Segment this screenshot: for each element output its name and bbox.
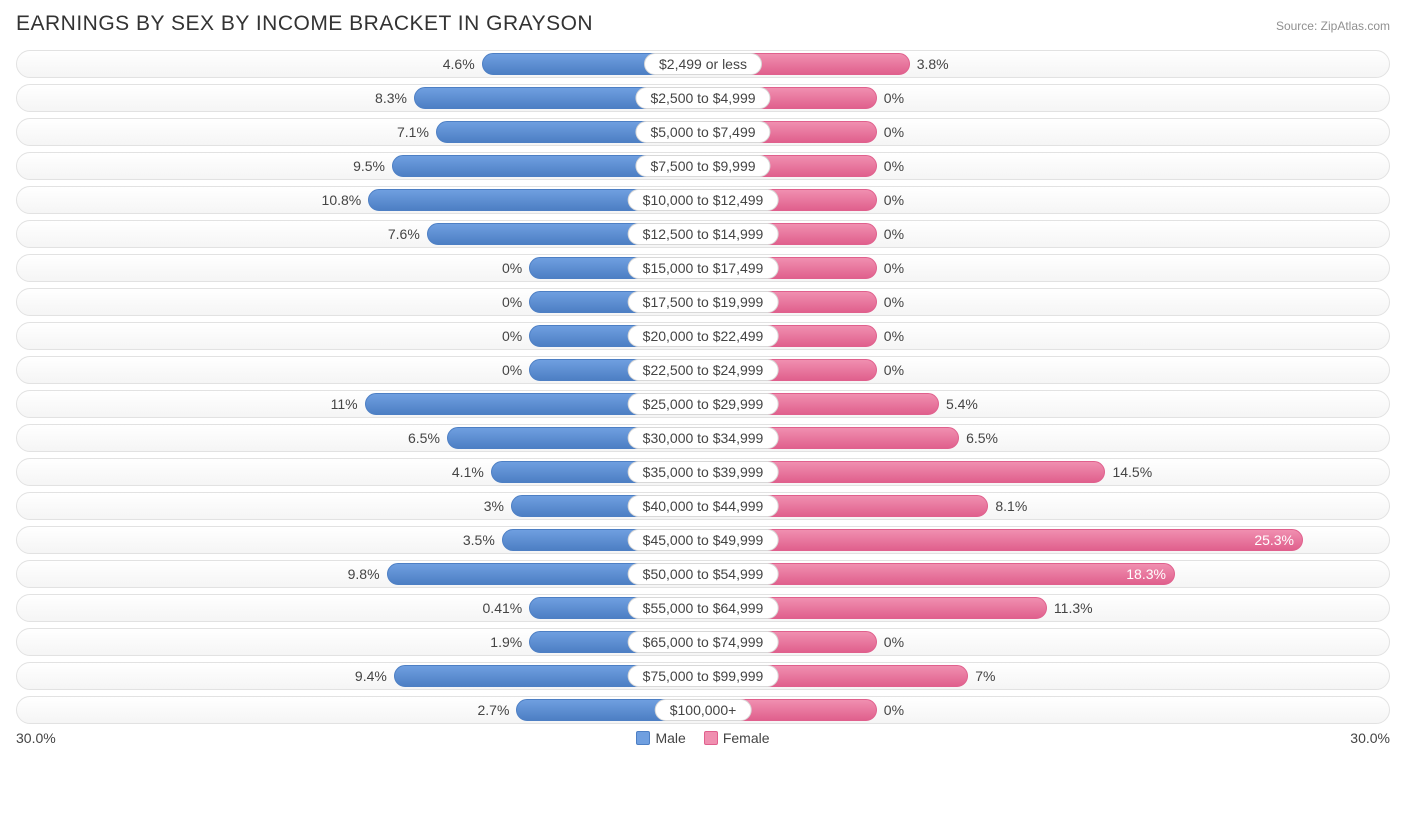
chart-title: EARNINGS BY SEX BY INCOME BRACKET IN GRA… [16, 12, 593, 36]
chart-row: 2.7% 0% $100,000+ [16, 696, 1390, 724]
category-label: $75,000 to $99,999 [628, 665, 779, 687]
category-label: $20,000 to $22,499 [628, 325, 779, 347]
category-label: $10,000 to $12,499 [628, 189, 779, 211]
legend-item-female: Female [704, 730, 770, 746]
chart-row: 1.9% 0% $65,000 to $74,999 [16, 628, 1390, 656]
female-value-label: 5.4% [938, 396, 978, 412]
female-value-label: 0% [876, 362, 904, 378]
male-value-label: 0.41% [483, 600, 531, 616]
female-value-label: 0% [876, 90, 904, 106]
female-value-label: 14.5% [1104, 464, 1152, 480]
category-label: $22,500 to $24,999 [628, 359, 779, 381]
female-value-label: 0% [876, 158, 904, 174]
male-value-label: 9.5% [353, 158, 393, 174]
male-value-label: 3.5% [463, 532, 503, 548]
chart-row: 3.5% 25.3% $45,000 to $49,999 [16, 526, 1390, 554]
female-value-label: 6.5% [958, 430, 998, 446]
male-value-label: 0% [502, 260, 530, 276]
female-bar: 25.3% [703, 529, 1303, 551]
chart-row: 9.4% 7% $75,000 to $99,999 [16, 662, 1390, 690]
chart-row: 8.3% 0% $2,500 to $4,999 [16, 84, 1390, 112]
chart-footer: 30.0% Male Female 30.0% [16, 730, 1390, 746]
female-value-label: 0% [876, 634, 904, 650]
category-label: $12,500 to $14,999 [628, 223, 779, 245]
female-value-label: 0% [876, 294, 904, 310]
female-value-label: 0% [876, 260, 904, 276]
female-value-label: 25.3% [1254, 532, 1294, 548]
chart-row: 7.1% 0% $5,000 to $7,499 [16, 118, 1390, 146]
legend-item-male: Male [636, 730, 685, 746]
female-value-label: 3.8% [909, 56, 949, 72]
male-value-label: 3% [484, 498, 512, 514]
category-label: $17,500 to $19,999 [628, 291, 779, 313]
category-label: $50,000 to $54,999 [628, 563, 779, 585]
chart-row: 6.5% 6.5% $30,000 to $34,999 [16, 424, 1390, 452]
female-value-label: 11.3% [1046, 600, 1093, 616]
chart-row: 11% 5.4% $25,000 to $29,999 [16, 390, 1390, 418]
category-label: $55,000 to $64,999 [628, 597, 779, 619]
female-swatch-icon [704, 731, 718, 745]
chart-row: 3% 8.1% $40,000 to $44,999 [16, 492, 1390, 520]
male-swatch-icon [636, 731, 650, 745]
chart-row: 0% 0% $22,500 to $24,999 [16, 356, 1390, 384]
male-value-label: 9.8% [348, 566, 388, 582]
category-label: $65,000 to $74,999 [628, 631, 779, 653]
chart-row: 10.8% 0% $10,000 to $12,499 [16, 186, 1390, 214]
male-value-label: 7.1% [397, 124, 437, 140]
category-label: $40,000 to $44,999 [628, 495, 779, 517]
category-label: $45,000 to $49,999 [628, 529, 779, 551]
male-value-label: 4.6% [443, 56, 483, 72]
male-value-label: 10.8% [322, 192, 370, 208]
chart-row: 0.41% 11.3% $55,000 to $64,999 [16, 594, 1390, 622]
chart-row: 0% 0% $20,000 to $22,499 [16, 322, 1390, 350]
category-label: $100,000+ [655, 699, 752, 721]
male-value-label: 0% [502, 328, 530, 344]
chart-header: EARNINGS BY SEX BY INCOME BRACKET IN GRA… [16, 12, 1390, 36]
category-label: $2,500 to $4,999 [635, 87, 770, 109]
male-value-label: 7.6% [388, 226, 428, 242]
category-label: $7,500 to $9,999 [635, 155, 770, 177]
chart-row: 9.5% 0% $7,500 to $9,999 [16, 152, 1390, 180]
legend-label-male: Male [655, 730, 685, 746]
axis-max-left: 30.0% [16, 730, 56, 746]
chart-row: 0% 0% $17,500 to $19,999 [16, 288, 1390, 316]
male-value-label: 1.9% [490, 634, 530, 650]
category-label: $2,499 or less [644, 53, 762, 75]
legend-label-female: Female [723, 730, 770, 746]
male-value-label: 6.5% [408, 430, 448, 446]
axis-max-right: 30.0% [1350, 730, 1390, 746]
chart-row: 9.8% 18.3% $50,000 to $54,999 [16, 560, 1390, 588]
female-value-label: 8.1% [987, 498, 1027, 514]
category-label: $25,000 to $29,999 [628, 393, 779, 415]
male-value-label: 8.3% [375, 90, 415, 106]
male-value-label: 4.1% [452, 464, 492, 480]
male-value-label: 9.4% [355, 668, 395, 684]
category-label: $35,000 to $39,999 [628, 461, 779, 483]
category-label: $30,000 to $34,999 [628, 427, 779, 449]
female-value-label: 18.3% [1126, 566, 1166, 582]
chart-row: 0% 0% $15,000 to $17,499 [16, 254, 1390, 282]
diverging-bar-chart: 4.6% 3.8% $2,499 or less 8.3% 0% $2,500 to $4… [16, 50, 1390, 724]
category-label: $5,000 to $7,499 [635, 121, 770, 143]
male-value-label: 11% [331, 396, 366, 412]
female-value-label: 0% [876, 328, 904, 344]
chart-row: 4.6% 3.8% $2,499 or less [16, 50, 1390, 78]
female-value-label: 0% [876, 124, 904, 140]
female-value-label: 0% [876, 702, 904, 718]
male-value-label: 2.7% [478, 702, 518, 718]
chart-row: 7.6% 0% $12,500 to $14,999 [16, 220, 1390, 248]
chart-row: 4.1% 14.5% $35,000 to $39,999 [16, 458, 1390, 486]
legend: Male Female [636, 730, 769, 746]
female-value-label: 0% [876, 226, 904, 242]
male-value-label: 0% [502, 362, 530, 378]
female-value-label: 7% [967, 668, 995, 684]
female-value-label: 0% [876, 192, 904, 208]
chart-source: Source: ZipAtlas.com [1276, 19, 1390, 33]
category-label: $15,000 to $17,499 [628, 257, 779, 279]
male-value-label: 0% [502, 294, 530, 310]
